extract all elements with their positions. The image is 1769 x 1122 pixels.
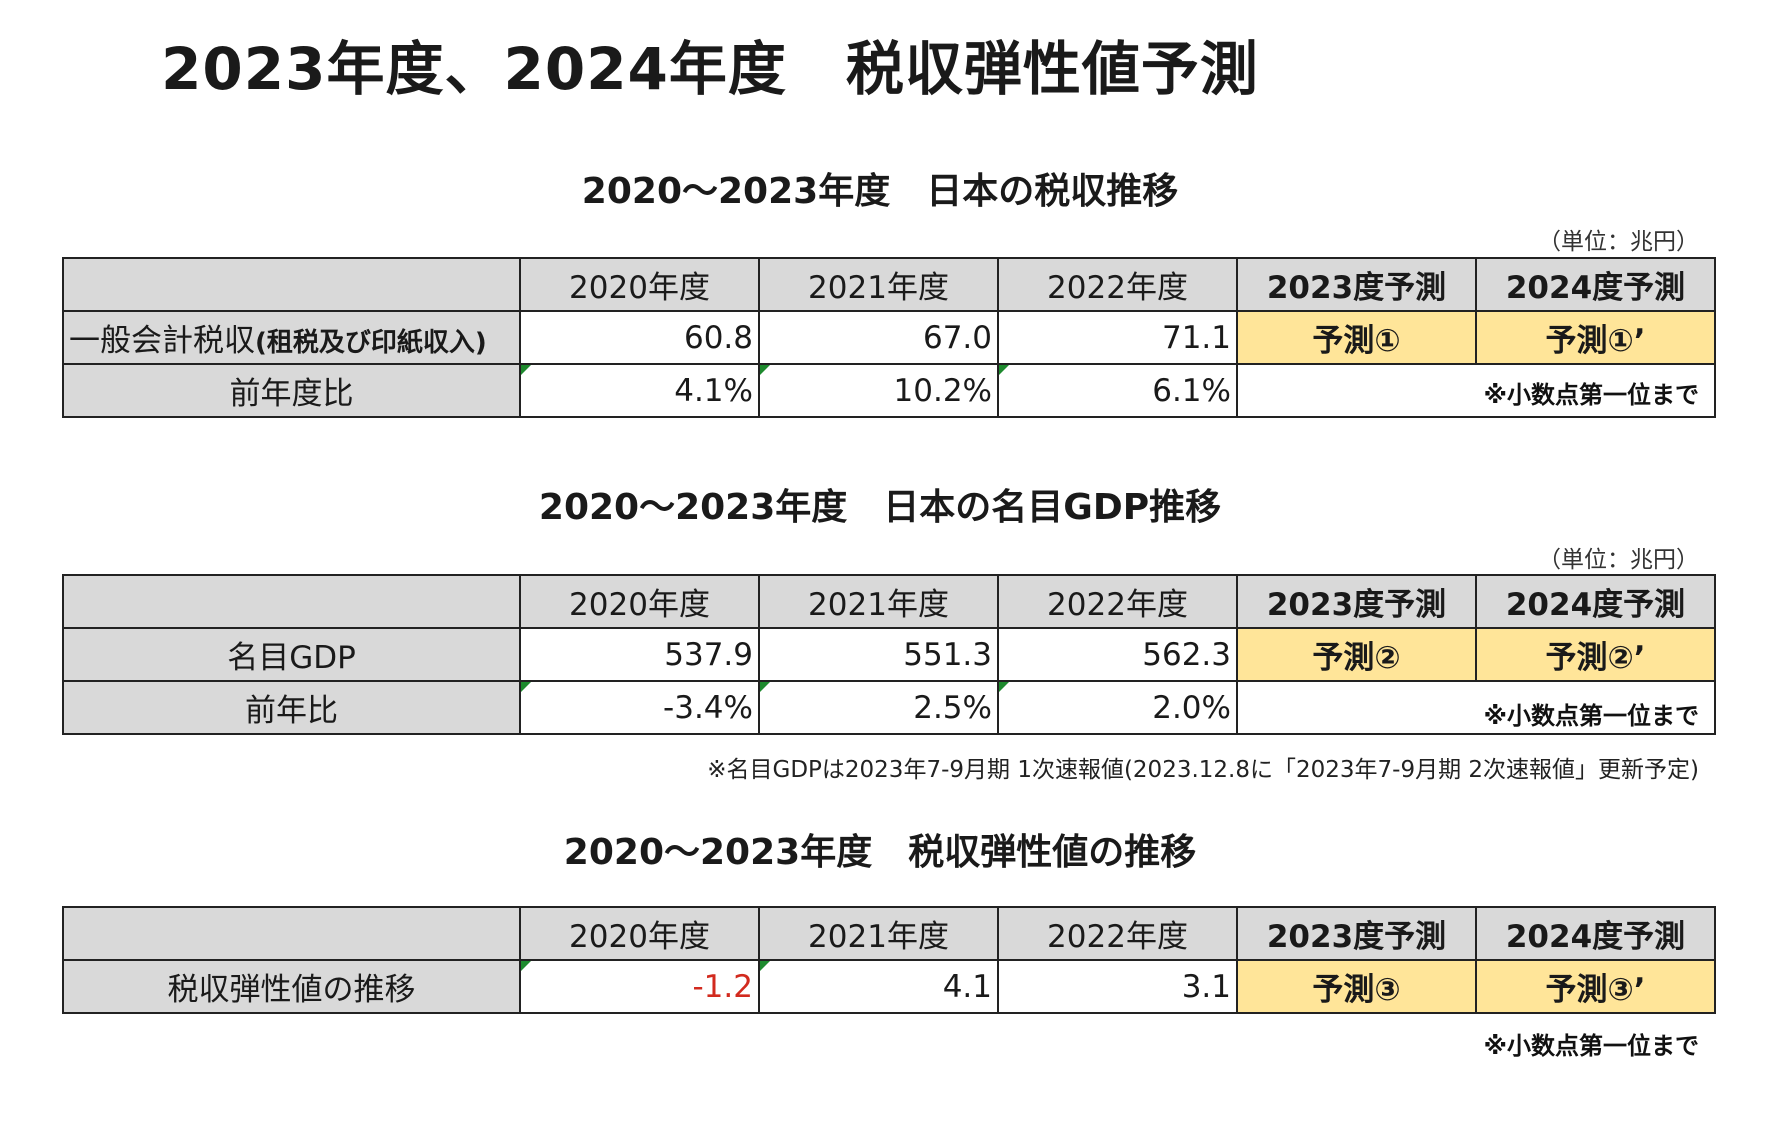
prediction-cell[interactable]: 予測③ [1236, 959, 1477, 1014]
decimal-note: ※小数点第一位まで [1483, 1032, 1699, 1060]
value-cell[interactable]: 2.5% [758, 680, 999, 735]
header-cell[interactable]: 2022年度 [997, 257, 1238, 312]
header-corner-cell[interactable] [62, 574, 521, 629]
row-label-elasticity[interactable]: 税収弾性値の推移 [62, 959, 521, 1014]
value-cell-negative[interactable]: -1.2 [519, 959, 760, 1014]
table-header-row: 2020年度 2021年度 2022年度 2023度予測 2024度予測 [62, 257, 1716, 312]
row-label-yoy[interactable]: 前年度比 [62, 363, 521, 418]
tax-unit-label: （単位：兆円） [1538, 229, 1699, 255]
table-row: 税収弾性値の推移 -1.2 4.1 3.1 予測③ 予測③’ [62, 959, 1716, 1014]
prediction-cell[interactable]: 予測③’ [1475, 959, 1716, 1014]
header-cell[interactable]: 2023度予測 [1236, 574, 1477, 629]
gdp-table: 2020年度 2021年度 2022年度 2023度予測 2024度予測 名目G… [62, 574, 1716, 735]
row-label-nominal-gdp[interactable]: 名目GDP [62, 627, 521, 682]
elasticity-section-title: 2020～2023年度 税収弾性値の推移 [563, 832, 1197, 873]
header-cell[interactable]: 2020年度 [519, 574, 760, 629]
header-cell[interactable]: 2021年度 [758, 257, 999, 312]
header-cell[interactable]: 2024度予測 [1475, 257, 1716, 312]
row-label-yoy[interactable]: 前年比 [62, 680, 521, 735]
table-header-row: 2020年度 2021年度 2022年度 2023度予測 2024度予測 [62, 906, 1716, 961]
row-label-sub: (租税及び印紙収入) [255, 328, 487, 358]
value-cell[interactable]: 551.3 [758, 627, 999, 682]
value-cell[interactable]: 60.8 [519, 310, 760, 365]
table-row: 前年度比 4.1% 10.2% 6.1% [62, 363, 1716, 418]
table-header-row: 2020年度 2021年度 2022年度 2023度予測 2024度予測 [62, 574, 1716, 629]
decimal-note: ※小数点第一位まで [1483, 702, 1699, 730]
tax-revenue-table: 2020年度 2021年度 2022年度 2023度予測 2024度予測 一般会… [62, 257, 1716, 418]
gdp-unit-label: （単位：兆円） [1538, 547, 1699, 573]
value-cell[interactable]: -3.4% [519, 680, 760, 735]
header-corner-cell[interactable] [62, 257, 521, 312]
value-cell[interactable]: 2.0% [997, 680, 1238, 735]
header-cell[interactable]: 2023度予測 [1236, 257, 1477, 312]
header-cell[interactable]: 2024度予測 [1475, 906, 1716, 961]
header-cell[interactable]: 2022年度 [997, 906, 1238, 961]
empty-cell [1236, 363, 1716, 418]
header-cell[interactable]: 2021年度 [758, 574, 999, 629]
value-cell[interactable]: 6.1% [997, 363, 1238, 418]
tax-section-title: 2020～2023年度 日本の税収推移 [581, 171, 1179, 212]
prediction-cell[interactable]: 予測② [1236, 627, 1477, 682]
prediction-cell[interactable]: 予測②’ [1475, 627, 1716, 682]
value-cell[interactable]: 4.1 [758, 959, 999, 1014]
value-cell[interactable]: 71.1 [997, 310, 1238, 365]
prediction-cell[interactable]: 予測①’ [1475, 310, 1716, 365]
value-cell[interactable]: 3.1 [997, 959, 1238, 1014]
value-cell[interactable]: 537.9 [519, 627, 760, 682]
table-row: 一般会計税収(租税及び印紙収入) 60.8 67.0 71.1 予測① 予測①’ [62, 310, 1716, 365]
row-label-main: 一般会計税収 [69, 323, 255, 359]
prediction-cell[interactable]: 予測① [1236, 310, 1477, 365]
header-cell[interactable]: 2021年度 [758, 906, 999, 961]
row-label-tax-revenue[interactable]: 一般会計税収(租税及び印紙収入) [62, 310, 521, 365]
header-corner-cell[interactable] [62, 906, 521, 961]
header-cell[interactable]: 2020年度 [519, 906, 760, 961]
value-cell[interactable]: 67.0 [758, 310, 999, 365]
empty-cell [1236, 680, 1716, 735]
value-cell[interactable]: 4.1% [519, 363, 760, 418]
gdp-section-title: 2020～2023年度 日本の名目GDP推移 [538, 487, 1222, 528]
page-title: 2023年度、2024年度 税収弾性値予測 [161, 35, 1259, 103]
value-cell[interactable]: 10.2% [758, 363, 999, 418]
header-cell[interactable]: 2022年度 [997, 574, 1238, 629]
table-row: 名目GDP 537.9 551.3 562.3 予測② 予測②’ [62, 627, 1716, 682]
header-cell[interactable]: 2024度予測 [1475, 574, 1716, 629]
table-row: 前年比 -3.4% 2.5% 2.0% [62, 680, 1716, 735]
gdp-footnote: ※名目GDPは2023年7-9月期 1次速報値(2023.12.8に「2023年… [707, 757, 1699, 783]
decimal-note: ※小数点第一位まで [1483, 381, 1699, 409]
value-cell[interactable]: 562.3 [997, 627, 1238, 682]
header-cell[interactable]: 2023度予測 [1236, 906, 1477, 961]
elasticity-table: 2020年度 2021年度 2022年度 2023度予測 2024度予測 税収弾… [62, 906, 1716, 1014]
header-cell[interactable]: 2020年度 [519, 257, 760, 312]
